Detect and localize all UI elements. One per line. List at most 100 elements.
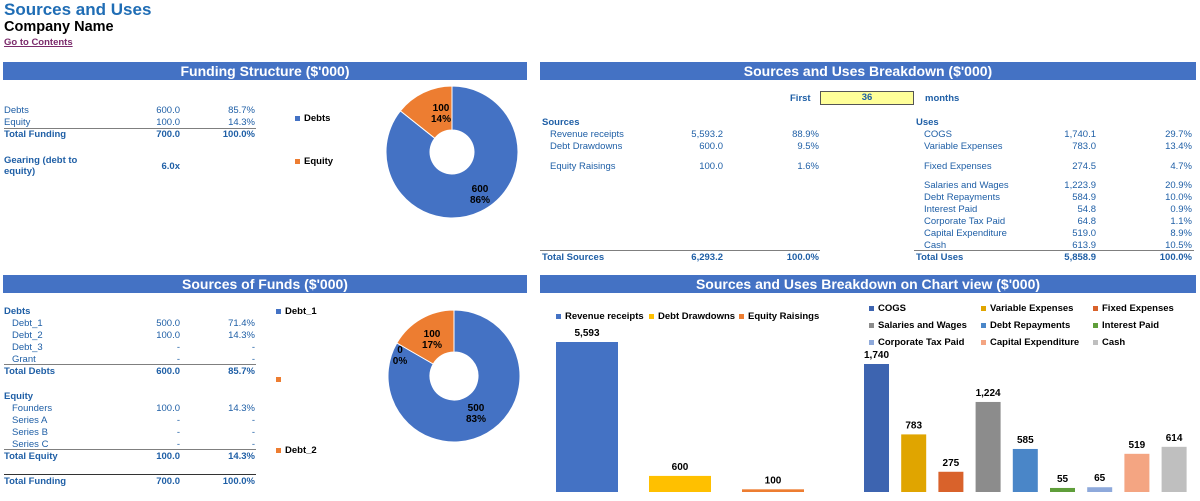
- funding-equity-pct: 14.3%: [228, 117, 255, 128]
- funding-debts-value: 600.0: [156, 105, 180, 116]
- use-value: 584.9: [1072, 192, 1096, 203]
- pie-data-label: 0 0%: [393, 345, 408, 367]
- sources-total-pct: 100.0%: [786, 252, 819, 263]
- use-value: 1,223.9: [1064, 180, 1096, 191]
- legend-swatch: [981, 306, 986, 311]
- use-pct: 10.0%: [1165, 192, 1192, 203]
- breakdown-header: Sources and Uses Breakdown ($'000): [540, 62, 1196, 80]
- bar-data-label: 519: [1129, 440, 1146, 451]
- legend-debts-label: Debts: [304, 113, 331, 124]
- legend-swatch-blue: [556, 314, 561, 319]
- months-input[interactable]: 36: [820, 91, 914, 105]
- use-label: Cash: [924, 240, 947, 251]
- sof-debt-label: Debt_1: [12, 318, 43, 329]
- sof-equity-total-label: Total Equity: [4, 451, 58, 462]
- sof-debt-label: Debt_2: [12, 330, 43, 341]
- sof-debts-total-pct: 85.7%: [228, 366, 255, 377]
- sof-equity-total-pct: 14.3%: [228, 451, 255, 462]
- go-to-contents-link[interactable]: Go to Contents: [4, 37, 73, 48]
- source-pct: 1.6%: [797, 161, 819, 172]
- first-label: First: [790, 93, 811, 104]
- use-label: Interest Paid: [924, 204, 978, 215]
- uses-total-rule: [914, 250, 1194, 251]
- use-label: Capital Expenditure: [924, 228, 1007, 239]
- legend-interest-paid: Interest Paid: [1093, 320, 1159, 331]
- use-label: COGS: [924, 129, 952, 140]
- funding-debts-label: Debts: [4, 105, 29, 116]
- uses-total-value: 5,858.9: [1064, 252, 1096, 263]
- bar-debt-repayments: [1012, 448, 1038, 492]
- legend-revenue-receipts: Revenue receipts: [556, 311, 644, 322]
- bar-capital-expenditure: [1124, 453, 1150, 492]
- sof-equity-value: -: [176, 427, 180, 438]
- sources-of-funds-header: Sources of Funds ($'000): [3, 275, 527, 293]
- legend-corporate-tax-paid: Corporate Tax Paid: [869, 337, 964, 348]
- legend-swatch: [869, 323, 874, 328]
- legend-cogs-label: COGS: [878, 303, 906, 314]
- sources-title: Sources: [542, 117, 580, 128]
- legend-equity-raisings-label: Equity Raisings: [748, 311, 820, 322]
- bar-cogs: [864, 364, 889, 492]
- legend-equity-label: Equity: [304, 156, 334, 167]
- sof-equity-total-rule: [4, 449, 256, 450]
- use-value: 274.5: [1072, 161, 1096, 172]
- legend-revenue-receipts-label: Revenue receipts: [565, 311, 644, 322]
- sof-debts-total-value: 600.0: [156, 366, 180, 377]
- sof-debts-total-rule: [4, 364, 256, 365]
- use-pct: 8.9%: [1170, 228, 1192, 239]
- pie-slice-debts: [385, 85, 519, 219]
- bar-data-label: 585: [1017, 435, 1034, 446]
- bar-data-label: 1,740: [864, 350, 889, 361]
- bar-revenue-receipts: [556, 342, 618, 492]
- legend-debt-2: Debt_2: [276, 445, 317, 456]
- funding-total-label: Total Funding: [4, 129, 67, 140]
- legend-debt-1-label: Debt_1: [285, 306, 317, 317]
- legend-cash: Cash: [1093, 337, 1125, 348]
- uses-title: Uses: [916, 117, 939, 128]
- source-value: 100.0: [699, 161, 723, 172]
- bar-debt-drawdowns: [649, 475, 711, 492]
- legend-debt-drawdowns-label: Debt Drawdowns: [658, 311, 736, 322]
- bar-data-label: 65: [1094, 473, 1106, 484]
- chart-view-header: Sources and Uses Breakdown on Chart view…: [540, 275, 1196, 293]
- funding-debts-pct: 85.7%: [228, 105, 255, 116]
- legend-salaries-and-wages: Salaries and Wages: [869, 320, 967, 331]
- pie-slice-debt-1: [387, 309, 521, 443]
- source-label: Equity Raisings: [550, 161, 616, 172]
- legend-cogs: COGS: [869, 303, 906, 314]
- legend-debt-drawdowns: Debt Drawdowns: [649, 311, 735, 322]
- funding-total-rule: [4, 128, 256, 129]
- use-pct: 10.5%: [1165, 240, 1192, 251]
- legend-salaries-and-wages-label: Salaries and Wages: [878, 320, 967, 331]
- bar-data-label: 614: [1166, 433, 1183, 444]
- source-label: Debt Drawdowns: [550, 141, 623, 152]
- sources-of-funds-donut-chart: 500 83% 100 17% 0 0%: [387, 309, 521, 443]
- bar-fixed-expenses: [938, 471, 964, 492]
- source-value: 600.0: [699, 141, 723, 152]
- legend-corporate-tax-paid-label: Corporate Tax Paid: [878, 337, 965, 348]
- sof-equity-total-value: 100.0: [156, 451, 180, 462]
- legend-capital-expenditure: Capital Expenditure: [981, 337, 1079, 348]
- sof-debt-value: -: [176, 342, 180, 353]
- pie-data-label: 100 14%: [431, 103, 451, 125]
- pie-slice-equity: [399, 85, 453, 139]
- legend-swatch: [981, 323, 986, 328]
- source-value: 5,593.2: [691, 129, 723, 140]
- sof-equity-value: 100.0: [156, 403, 180, 414]
- sof-debt-pct: -: [251, 354, 255, 365]
- legend-fixed-expenses-label: Fixed Expenses: [1102, 303, 1174, 314]
- funding-total-value: 700.0: [156, 129, 180, 140]
- use-pct: 13.4%: [1165, 141, 1192, 152]
- use-label: Salaries and Wages: [924, 180, 1009, 191]
- sof-total-pct: 100.0%: [222, 476, 255, 487]
- use-pct: 4.7%: [1170, 161, 1192, 172]
- source-pct: 9.5%: [797, 141, 819, 152]
- use-value: 613.9: [1072, 240, 1096, 251]
- sof-grand-total-rule: [4, 474, 256, 475]
- sof-debt-value: 100.0: [156, 330, 180, 341]
- sof-equity-pct: -: [251, 415, 255, 426]
- legend-swatch: [1093, 306, 1098, 311]
- use-value: 64.8: [1077, 216, 1097, 227]
- sof-debts-total-label: Total Debts: [4, 366, 56, 377]
- bar-data-label: 55: [1057, 474, 1069, 485]
